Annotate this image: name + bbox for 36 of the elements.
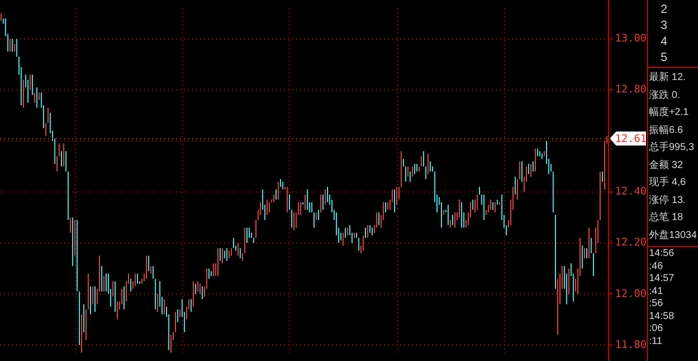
text: 14:56 [649,248,676,260]
candlestick [56,156,58,172]
y-tick-label: 12.00 [615,288,647,300]
y-tick-label: 12.20 [615,236,647,249]
text: 最新 12. [649,70,687,85]
text: :41 [649,286,664,298]
text: 金额 32 [649,158,684,172]
y-tick-label: 11.80 [615,338,647,351]
text: 14:58 [649,310,676,323]
text: 总笔 18 [649,210,684,225]
candlestick [170,334,172,353]
candlestick [208,268,210,279]
text: 14:57 [649,273,676,286]
text: 幅度+2.1 [649,106,690,120]
text: :56 [649,298,664,310]
text: 振幅6.6 [649,124,684,138]
y-tick-label: 12.80 [615,84,647,96]
text: 3 [660,17,668,33]
text: 外盘13034 [649,228,698,242]
text: :11 [649,336,664,348]
text: 2 [660,1,668,17]
candlestick [322,194,324,210]
y-tick-label: 12.40 [615,186,647,198]
text: :06 [649,323,664,336]
text: 涨停 13. [649,194,687,208]
ref-line-label: 12.61 [615,133,647,146]
text: 涨跌 0. [649,88,682,102]
candlestick [94,286,96,312]
text: 总手995,3 [649,140,696,155]
text: 4 [660,33,668,49]
text: 5 [660,49,668,65]
text: 现手 4,6 [649,176,687,190]
y-tick-label: 13.00 [615,32,647,45]
text: :46 [649,260,664,273]
candlestick [246,228,248,243]
candlestick [588,228,590,258]
